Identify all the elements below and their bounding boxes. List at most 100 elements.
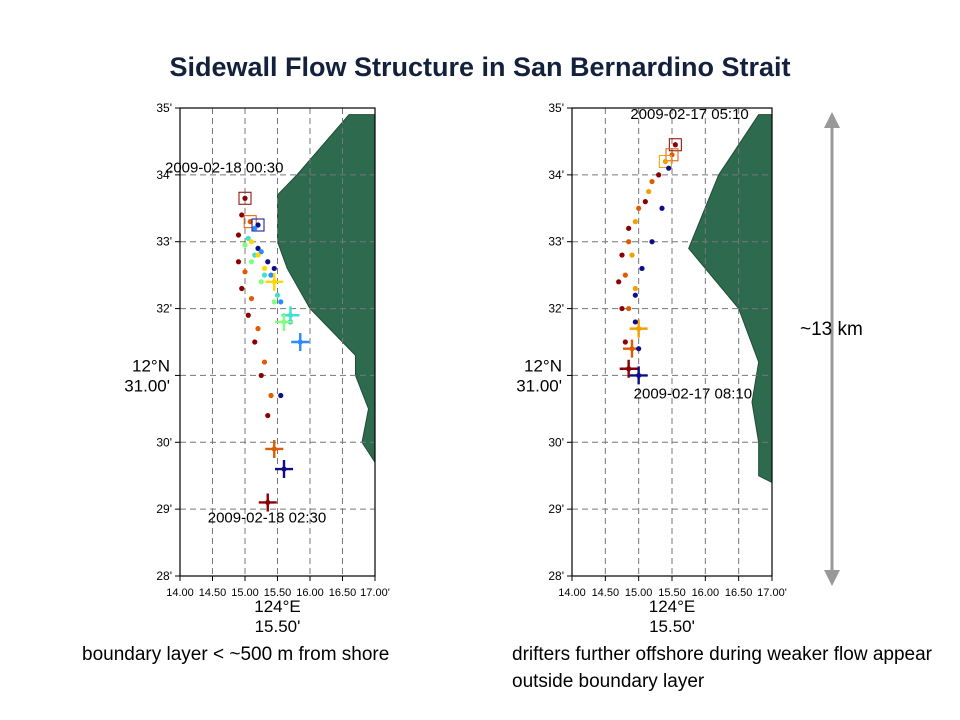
end-time-label: 2009-02-18 02:30	[208, 509, 326, 526]
drifter-point	[666, 165, 672, 171]
drifter-point	[242, 242, 248, 248]
y-center-label-degrees: 12°N	[132, 356, 170, 375]
x-tick-label: 14.00	[558, 587, 586, 599]
x-tick-label: 16.00	[692, 587, 720, 599]
drifter-point	[626, 225, 632, 231]
y-tick-label: 30'	[548, 435, 564, 449]
x-tick-label: 16.50	[329, 587, 357, 599]
drifter-point	[626, 239, 632, 245]
drifter-point	[632, 285, 638, 292]
end-marker	[265, 439, 284, 458]
start-marker	[251, 218, 265, 232]
x-tick-label: 15.00	[625, 587, 653, 599]
y-center-label-minutes: 31.00'	[124, 376, 170, 395]
x-tick-label: 17.00'	[360, 587, 390, 599]
drifter-point	[672, 142, 678, 148]
x-tick-label: 15.50	[264, 587, 292, 599]
drifter-point	[261, 359, 268, 365]
drifter-point	[242, 195, 248, 201]
drifter-point	[235, 232, 242, 238]
x-center-label-minutes: 15.50'	[649, 617, 695, 636]
drifter-point	[278, 299, 284, 305]
y-tick-label: 32'	[548, 302, 564, 316]
x-tick-label: 17.00'	[757, 587, 787, 599]
end-time-label: 2009-02-17 08:10	[634, 386, 752, 403]
drifter-point	[639, 265, 645, 272]
drifter-point	[268, 392, 274, 399]
drifter-point	[636, 205, 642, 211]
start-marker	[665, 148, 679, 162]
drifter-point	[636, 346, 642, 352]
drifter-point	[252, 225, 258, 231]
x-tick-label: 14.50	[592, 587, 620, 599]
y-tick-label: 29'	[548, 502, 564, 516]
y-tick-label: 30'	[156, 435, 172, 449]
start-marker	[238, 191, 252, 205]
drifter-point	[659, 205, 665, 211]
end-marker	[258, 493, 277, 512]
drifter-point	[255, 252, 261, 258]
map-left: 14.00 14.50 15.00 15.50 16.00 16.50 17.00' 28' 2…	[124, 101, 390, 636]
y-tick-label: 33'	[548, 235, 564, 249]
drifter-point	[649, 239, 655, 245]
y-tick-label: 33'	[156, 235, 172, 249]
drifter-point	[632, 319, 638, 325]
drifter-point	[619, 252, 625, 258]
end-marker	[291, 333, 310, 351]
y-tick-label: 28'	[156, 569, 172, 583]
start-marker	[243, 215, 257, 229]
drifter-point	[646, 188, 652, 195]
scale-bar-arrowhead-bottom	[824, 570, 840, 586]
drifter-point	[616, 279, 622, 285]
x-center-label-minutes: 15.50'	[255, 617, 301, 636]
x-tick-label: 14.00	[166, 587, 194, 599]
drifter-point	[245, 312, 251, 318]
drifter-point	[248, 295, 255, 302]
y-tick-label: 35'	[156, 101, 172, 115]
y-tick-label: 35'	[548, 101, 564, 115]
drifter-point	[271, 265, 277, 272]
x-tick-label: 16.00	[296, 587, 324, 599]
drifter-point	[247, 219, 253, 225]
end-marker	[275, 312, 293, 331]
drifter-point	[632, 219, 638, 225]
y-tick-label: 32'	[156, 302, 172, 316]
drifter-point	[278, 392, 284, 399]
drifter-point	[622, 272, 628, 278]
drifter-point	[255, 326, 261, 332]
x-tick-label: 14.50	[199, 587, 227, 599]
drifter-point	[261, 265, 268, 272]
drifter-point	[642, 199, 648, 205]
x-center-label-degrees: 124°E	[649, 597, 696, 616]
drifter-point	[656, 172, 662, 178]
drifter-point	[258, 279, 264, 285]
drifter-point	[629, 252, 635, 258]
caption-left: boundary layer < ~500 m from shore	[82, 644, 390, 665]
land-polygon	[277, 114, 376, 465]
end-marker	[629, 319, 648, 338]
drifter-point	[626, 305, 632, 312]
scale-bar	[824, 112, 840, 586]
map-right: 14.00 14.50 15.00 15.50 16.00 16.50 17.00' 28' 2…	[516, 101, 787, 636]
drifter-point	[239, 285, 245, 292]
drifter-point	[248, 239, 255, 245]
drifter-point	[255, 222, 261, 228]
drifter-point	[265, 259, 271, 265]
scale-bar-arrowhead-top	[824, 112, 840, 128]
end-marker	[619, 359, 638, 378]
y-tick-label: 34'	[156, 168, 172, 182]
y-center-label-minutes: 31.00'	[516, 376, 562, 395]
drifter-point	[255, 245, 261, 251]
drifter-point	[271, 299, 277, 305]
drifter-point	[258, 372, 264, 379]
start-marker	[668, 138, 682, 152]
drifter-point	[239, 212, 245, 218]
drifter-point	[274, 292, 281, 298]
end-marker	[265, 272, 284, 291]
drifter-point	[235, 259, 242, 265]
x-tick-label: 15.50	[658, 587, 686, 599]
drifter-point	[248, 259, 255, 265]
start-time-label: 2009-02-17 05:10	[630, 106, 748, 123]
